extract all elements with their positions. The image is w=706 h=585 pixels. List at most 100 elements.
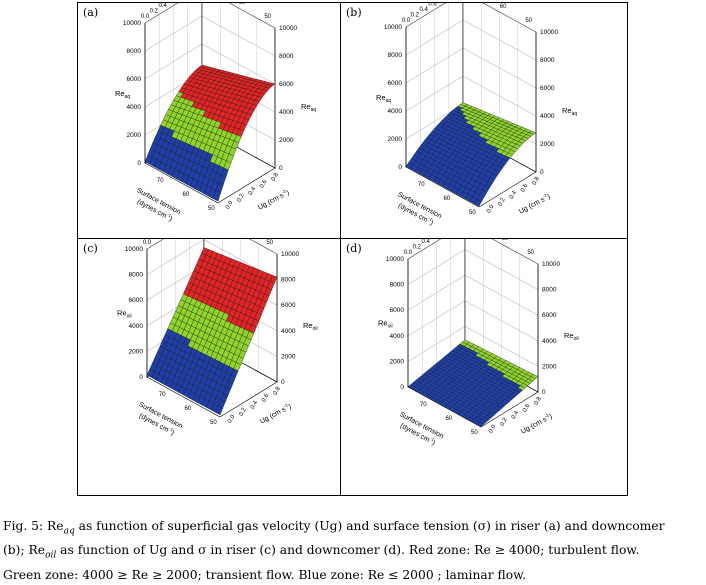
z-tick-left: 8000	[388, 52, 403, 59]
sigma-tick-top: 50	[264, 14, 271, 20]
sigma-tick-bottom: 60	[443, 196, 450, 202]
surface-mesh	[407, 339, 539, 427]
panel-b: 0 0 2000 2000 4000 4000 6000 6000 8000 8000 10000 1…	[341, 3, 603, 238]
ug-tick-top: 0.2	[152, 239, 161, 241]
ug-tick-top: 0.6	[428, 3, 437, 8]
ug-axis-label: Ug (cm s-1)	[258, 401, 293, 425]
ug-tick-bottom: 0.2	[497, 197, 507, 208]
caption-line-3: Green zone: 4000 ≥ Re ≥ 2000; transient …	[3, 567, 527, 582]
ug-tick-top: 0.6	[167, 3, 176, 4]
panel-label: (b)	[346, 6, 362, 19]
sigma-tick-top: 60	[500, 4, 507, 10]
caption-line-2: (b); Reoil as function of Ug and σ in ri…	[3, 543, 640, 561]
z-tick-right: 6000	[540, 85, 555, 92]
z-tick-left: 8000	[127, 48, 142, 55]
z-tick-left: 2000	[129, 348, 144, 355]
z-tick-left: 6000	[129, 297, 144, 304]
ug-tick-top: 0.4	[419, 7, 428, 13]
z-tick-left: 0	[398, 164, 402, 171]
sigma-tick-bottom: 70	[420, 402, 427, 408]
z-tick-left: 10000	[384, 24, 402, 31]
z-tick-left: 10000	[386, 256, 404, 263]
sigma-tick-top: 60	[502, 239, 509, 242]
z-tick-left: 0	[400, 384, 404, 391]
z-tick-left: 4000	[129, 323, 144, 330]
ug-tick-bottom: 0.2	[499, 417, 509, 428]
z-tick-right: 4000	[281, 328, 296, 335]
z-tick-right: 8000	[540, 57, 555, 64]
z-tick-right: 8000	[281, 277, 296, 284]
ug-tick-bottom: 0.8	[534, 396, 544, 407]
sigma-tick-bottom: 70	[418, 182, 425, 188]
z-tick-left: 2000	[127, 132, 142, 139]
sigma-tick-bottom: 60	[184, 406, 191, 412]
ug-tick-bottom: 0.0	[488, 424, 498, 435]
ug-tick-bottom: 0.4	[250, 400, 260, 411]
ug-tick-bottom: 0.2	[238, 407, 248, 418]
panel-divider-vertical	[340, 3, 341, 495]
tick-labels: 0 0 2000 2000 4000 4000 6000 6000 8000 8000 10000 1…	[125, 239, 300, 426]
z-tick-right: 10000	[542, 261, 560, 268]
sigma-tick-bottom: 70	[159, 392, 166, 398]
z-axis-label-left: Reoil	[378, 319, 393, 330]
ug-tick-top: 0.2	[413, 245, 422, 251]
z-tick-right: 10000	[540, 29, 558, 36]
surface-mesh	[144, 64, 276, 202]
z-axis-label-right: Reaq	[562, 106, 577, 117]
z-tick-left: 0	[137, 160, 141, 167]
ug-tick-top: 0.0	[143, 240, 152, 246]
ug-tick-bottom: 0.6	[522, 403, 532, 414]
ug-tick-bottom: 0.0	[225, 200, 235, 211]
surface-plot-d: 0 0 2000 2000 4000 4000 6000 6000 8000 8000 10000 1…	[378, 239, 579, 447]
ug-tick-bottom: 0.8	[532, 176, 542, 187]
caption-line-1: Fig. 5: Reaq as function of superficial …	[3, 519, 665, 537]
surface-mesh	[405, 102, 537, 207]
ug-tick-top: 0.0	[141, 14, 150, 20]
figure-5: 0 0 2000 2000 4000 4000 6000 6000 8000 8000 10000 1…	[77, 2, 628, 496]
panel-a: 0 0 2000 2000 4000 4000 6000 6000 8000 8000 10000 1…	[78, 3, 340, 238]
z-tick-right: 4000	[542, 338, 557, 345]
surface-plot-b: 0 0 2000 2000 4000 4000 6000 6000 8000 8000 10000 1…	[376, 3, 577, 227]
z-tick-right: 2000	[281, 353, 296, 360]
sigma-tick-bottom: 50	[471, 430, 478, 436]
sigma-tick-top: 60	[239, 3, 246, 6]
ug-tick-top: 0.6	[430, 239, 439, 240]
surface-plot-c: 0 0 2000 2000 4000 4000 6000 6000 8000 8000 10000 1…	[117, 239, 318, 437]
ug-tick-bottom: 0.6	[520, 183, 530, 194]
ug-axis-label: Ug (cm s-1)	[519, 411, 554, 435]
tick-labels: 0 0 2000 2000 4000 4000 6000 6000 8000 8000 10000 1…	[123, 3, 298, 212]
sigma-tick-bottom: 50	[208, 206, 215, 212]
z-tick-right: 10000	[279, 25, 297, 32]
ug-tick-bottom: 0.4	[509, 190, 519, 201]
surface-plot-a: 0 0 2000 2000 4000 4000 6000 6000 8000 8000 10000 1…	[115, 3, 316, 223]
z-tick-right: 0	[540, 169, 544, 176]
ug-tick-bottom: 0.0	[486, 204, 496, 215]
z-tick-left: 10000	[125, 246, 143, 253]
z-tick-right: 2000	[542, 363, 557, 370]
tick-labels: 0 0 2000 2000 4000 4000 6000 6000 8000 8000 10000 1…	[384, 3, 559, 216]
ug-tick-bottom: 0.2	[236, 193, 246, 204]
z-tick-left: 8000	[129, 272, 144, 279]
ug-tick-bottom: 0.8	[271, 172, 281, 183]
panel-divider-horizontal	[78, 238, 627, 239]
z-tick-right: 6000	[281, 302, 296, 309]
ug-tick-bottom: 0.6	[259, 179, 269, 190]
z-axis-label-right: Reaq	[301, 102, 316, 113]
ug-tick-bottom: 0.0	[227, 414, 237, 425]
ug-tick-bottom: 0.4	[248, 186, 258, 197]
ug-tick-top: 0.4	[158, 3, 167, 9]
z-tick-left: 4000	[390, 333, 405, 340]
sigma-tick-top: 50	[525, 18, 532, 24]
ug-tick-bottom: 0.6	[261, 393, 271, 404]
z-tick-left: 6000	[388, 80, 403, 87]
z-tick-right: 0	[542, 389, 546, 396]
ug-axis-label: Ug (cm s-1)	[256, 187, 291, 211]
z-tick-left: 2000	[390, 358, 405, 365]
sigma-tick-bottom: 50	[210, 420, 217, 426]
z-tick-left: 4000	[388, 108, 403, 115]
panel-label: (a)	[83, 6, 99, 19]
sigma-tick-bottom: 60	[445, 416, 452, 422]
ug-tick-top: 0.4	[421, 239, 430, 245]
surface-mesh	[146, 247, 278, 416]
panel-d: 0 0 2000 2000 4000 4000 6000 6000 8000 8000 10000 1…	[341, 239, 603, 474]
